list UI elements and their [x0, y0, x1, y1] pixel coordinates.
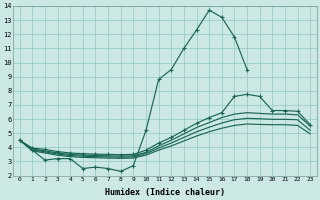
X-axis label: Humidex (Indice chaleur): Humidex (Indice chaleur): [105, 188, 225, 197]
